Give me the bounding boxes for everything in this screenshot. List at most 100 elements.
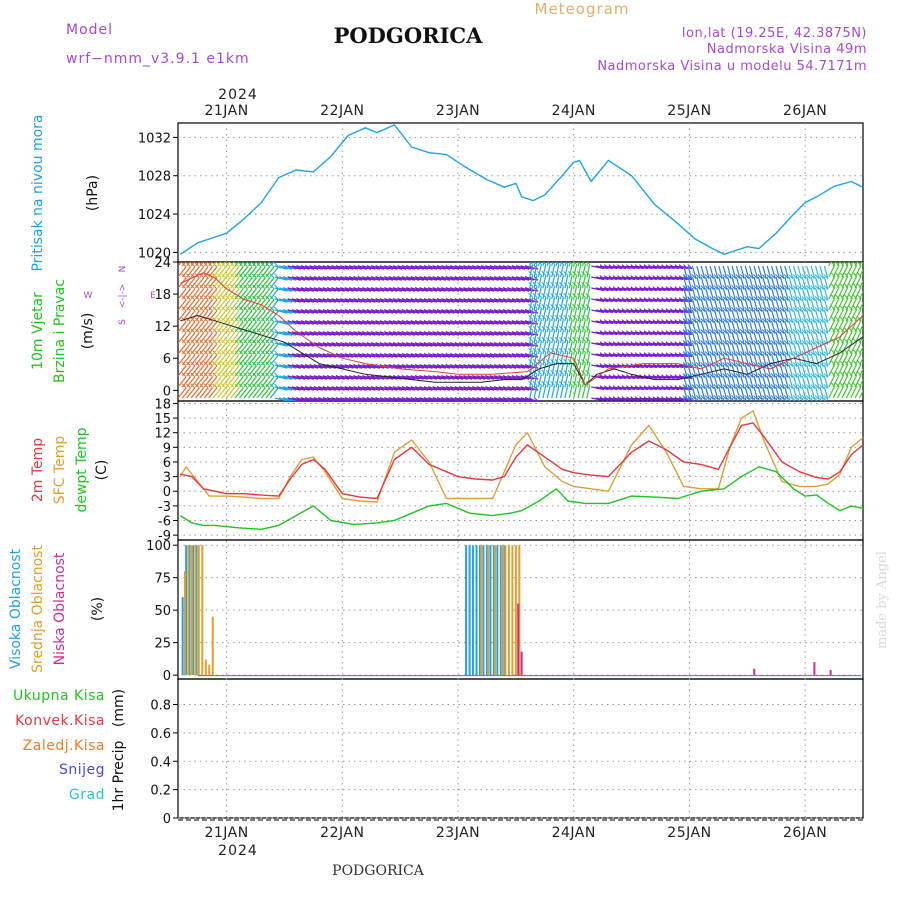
wind-barb [274, 265, 288, 270]
wind-barb [542, 341, 547, 355]
wind-barb-flag [797, 362, 802, 367]
wind-barb [652, 276, 666, 281]
wind-barb [410, 265, 424, 270]
wind-barb [450, 397, 464, 401]
wind-barb-flag [744, 395, 750, 400]
wind-barb [331, 331, 345, 336]
wind-barb [555, 363, 560, 377]
wind-barb-flag [709, 395, 714, 400]
wind-barb [806, 342, 811, 356]
wind-barb-flag [704, 384, 710, 389]
wind-barb [336, 331, 350, 336]
wind-barb [555, 262, 558, 267]
wind-barb [476, 265, 490, 270]
wind-barb [468, 331, 481, 336]
wind-barb [468, 364, 481, 369]
wind-barb-flag [537, 347, 542, 353]
wind-barb [265, 262, 270, 267]
wind-barb [828, 342, 836, 355]
wind-barb [353, 298, 367, 303]
wind-barb [261, 262, 266, 267]
wind-barb [278, 375, 292, 380]
wind-barb [490, 331, 503, 336]
wind-barb [366, 276, 380, 281]
wind-barb [788, 276, 794, 290]
wind-barb [402, 298, 415, 303]
wind-barb [274, 287, 288, 292]
wind-barb-flag [753, 351, 758, 356]
wind-barb [643, 320, 657, 325]
wind-barb-flag [691, 296, 697, 301]
wind-barb [485, 265, 499, 270]
wind-barb [819, 298, 825, 312]
wind-barb-flag [757, 384, 763, 389]
wind-barb [819, 397, 822, 401]
wind-barb [419, 375, 433, 380]
wind-barb [468, 342, 481, 347]
wind-barb [384, 342, 398, 347]
wind-barb [243, 288, 253, 300]
wind-barb-flag [538, 262, 542, 265]
wind-barb [454, 353, 468, 358]
wind-barb-flag [810, 373, 815, 378]
wind-barb [630, 320, 644, 325]
wind-barb-flag [861, 371, 863, 374]
wind-barb [463, 386, 477, 391]
wind-barb [199, 332, 209, 344]
wind-barb [696, 309, 701, 323]
wind-barb [397, 287, 411, 292]
wind-barb [261, 266, 271, 278]
wind-barb [234, 266, 244, 278]
wind-barb [415, 320, 429, 325]
wind-barb [691, 342, 697, 356]
wind-barb [608, 331, 622, 336]
wind-barb-flag [819, 329, 824, 334]
wind-barb [630, 287, 644, 292]
wind-barb [559, 319, 564, 333]
wind-barb [234, 262, 240, 267]
wind-barb [674, 298, 688, 303]
wind-barb [722, 276, 728, 290]
y-tick-label: 0 [163, 485, 171, 500]
wind-barb-flag [554, 281, 560, 287]
wind-barb [709, 397, 712, 401]
wind-barb-flag [722, 318, 728, 323]
wind-barb [591, 375, 605, 380]
wind-barb [327, 375, 341, 380]
wind-barb [309, 353, 323, 358]
wind-barb [296, 386, 310, 391]
wind-barb-flag [823, 395, 829, 400]
wind-barb [727, 397, 730, 401]
wind-barb [577, 264, 582, 278]
wind-barb [679, 364, 693, 369]
wind-barb [753, 375, 759, 389]
wind-barb [243, 277, 253, 289]
wind-barb-flag [717, 340, 723, 345]
wind-barb [208, 354, 218, 366]
wind-barb [225, 262, 231, 267]
wind-barb [186, 266, 196, 278]
wind-barb [801, 375, 807, 389]
wind-barb [529, 264, 534, 278]
wind-barb [490, 342, 503, 347]
wind-barb [604, 386, 618, 391]
wind-barb-flag [545, 358, 551, 364]
wind-barb-flag [788, 340, 794, 345]
wind-barb [639, 342, 653, 347]
wind-barb [516, 353, 530, 358]
wind-barb-flag [563, 369, 569, 375]
wind-barb [608, 276, 622, 281]
wind-barb [190, 387, 200, 399]
wind-barb [604, 298, 618, 303]
wind-barb [722, 342, 728, 356]
wind-barb [749, 320, 754, 334]
wind-barb [551, 308, 556, 322]
wind-barb-flag [783, 362, 789, 367]
wind-barb [801, 287, 807, 301]
wind-barb [278, 320, 292, 325]
wind-barb [247, 277, 257, 289]
wind-barb [349, 386, 363, 391]
wind-barb [542, 262, 545, 267]
wind-barb [485, 287, 499, 292]
wind-barb [779, 364, 785, 378]
